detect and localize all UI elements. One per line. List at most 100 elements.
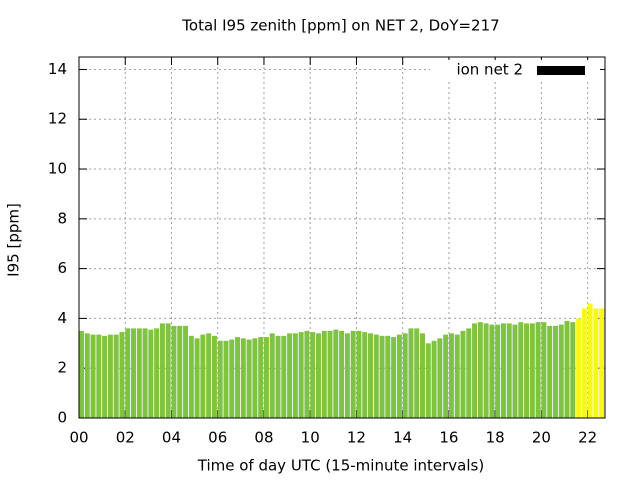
bar bbox=[281, 335, 287, 418]
bar bbox=[431, 340, 437, 418]
x-tick-label: 02 bbox=[116, 429, 135, 447]
bar bbox=[119, 332, 125, 418]
y-axis-label: I95 [ppm] bbox=[5, 203, 23, 277]
bar bbox=[339, 330, 345, 418]
bar bbox=[269, 333, 275, 418]
bar bbox=[292, 333, 298, 418]
bar bbox=[131, 328, 136, 418]
bar bbox=[165, 323, 171, 418]
bar bbox=[391, 337, 397, 418]
plot-frame bbox=[78, 56, 606, 419]
bar bbox=[512, 324, 518, 418]
bar bbox=[154, 328, 160, 418]
bar bbox=[298, 332, 304, 418]
bar bbox=[315, 333, 321, 418]
bar bbox=[477, 322, 483, 418]
bar bbox=[287, 333, 293, 418]
x-tick-label: 18 bbox=[486, 429, 505, 447]
y-tick-label: 2 bbox=[57, 359, 67, 377]
bar bbox=[576, 318, 582, 418]
bar bbox=[321, 330, 327, 418]
y-tick-label: 8 bbox=[57, 209, 67, 227]
bar bbox=[466, 328, 472, 418]
bar bbox=[327, 330, 333, 418]
bar bbox=[460, 330, 466, 418]
x-tick-label: 10 bbox=[301, 429, 320, 447]
x-tick-label: 20 bbox=[532, 429, 551, 447]
bar bbox=[443, 334, 449, 418]
bar bbox=[171, 325, 177, 418]
bar bbox=[252, 338, 258, 418]
bar bbox=[362, 332, 368, 418]
bar bbox=[587, 303, 593, 418]
bar bbox=[448, 333, 454, 418]
bar bbox=[136, 328, 142, 418]
bar bbox=[258, 337, 264, 418]
x-axis-label: Time of day UTC (15-minute intervals) bbox=[197, 457, 484, 475]
bar bbox=[495, 324, 501, 418]
bar bbox=[350, 330, 356, 418]
bar bbox=[356, 330, 362, 418]
bar bbox=[159, 323, 165, 418]
bar bbox=[217, 340, 223, 418]
bar bbox=[396, 334, 402, 418]
x-tick-label: 04 bbox=[162, 429, 181, 447]
bar bbox=[200, 334, 206, 418]
bar bbox=[472, 323, 478, 418]
bar bbox=[547, 325, 553, 418]
bar bbox=[79, 330, 84, 418]
bar bbox=[183, 325, 189, 418]
x-tick-label: 14 bbox=[393, 429, 412, 447]
bar bbox=[304, 330, 310, 418]
bar bbox=[564, 320, 570, 418]
x-tick-label: 08 bbox=[254, 429, 273, 447]
bar bbox=[275, 335, 281, 418]
bar bbox=[541, 322, 547, 418]
bar bbox=[211, 335, 217, 418]
bar bbox=[177, 325, 183, 418]
bar bbox=[84, 333, 90, 418]
bar bbox=[373, 334, 379, 418]
bar bbox=[581, 308, 587, 418]
y-tick-label: 12 bbox=[48, 110, 67, 128]
bar bbox=[552, 325, 558, 418]
bar bbox=[414, 328, 420, 418]
bar bbox=[402, 333, 408, 418]
bar bbox=[385, 335, 391, 418]
bar bbox=[437, 338, 443, 418]
bar bbox=[524, 323, 530, 418]
bar bbox=[535, 322, 541, 418]
legend-key bbox=[537, 66, 585, 75]
x-tick-label: 12 bbox=[347, 429, 366, 447]
bar bbox=[96, 334, 102, 418]
y-tick-label: 6 bbox=[57, 259, 67, 277]
bar bbox=[107, 334, 113, 418]
x-tick-label: 00 bbox=[69, 429, 88, 447]
bar bbox=[500, 323, 506, 418]
bar bbox=[102, 335, 108, 418]
bar bbox=[194, 338, 200, 418]
bar bbox=[599, 308, 605, 418]
bar bbox=[489, 324, 495, 418]
bar bbox=[142, 328, 148, 418]
bar bbox=[368, 333, 373, 418]
bar bbox=[240, 338, 246, 418]
y-tick-label: 0 bbox=[57, 409, 67, 427]
legend-label: ion net 2 bbox=[456, 61, 523, 79]
bar bbox=[454, 334, 460, 418]
bar bbox=[310, 332, 316, 418]
bar bbox=[246, 339, 252, 418]
bar bbox=[90, 334, 96, 418]
y-tick-label: 14 bbox=[48, 60, 67, 78]
chart-title: Total I95 zenith [ppm] on NET 2, DoY=217 bbox=[181, 17, 499, 35]
bar bbox=[188, 335, 194, 418]
bar bbox=[235, 337, 241, 418]
bar bbox=[425, 343, 431, 418]
bar bbox=[558, 324, 564, 418]
bar bbox=[229, 339, 235, 418]
bar bbox=[420, 333, 426, 418]
bar bbox=[333, 329, 339, 418]
bar bbox=[125, 328, 131, 418]
bar bbox=[518, 322, 524, 418]
